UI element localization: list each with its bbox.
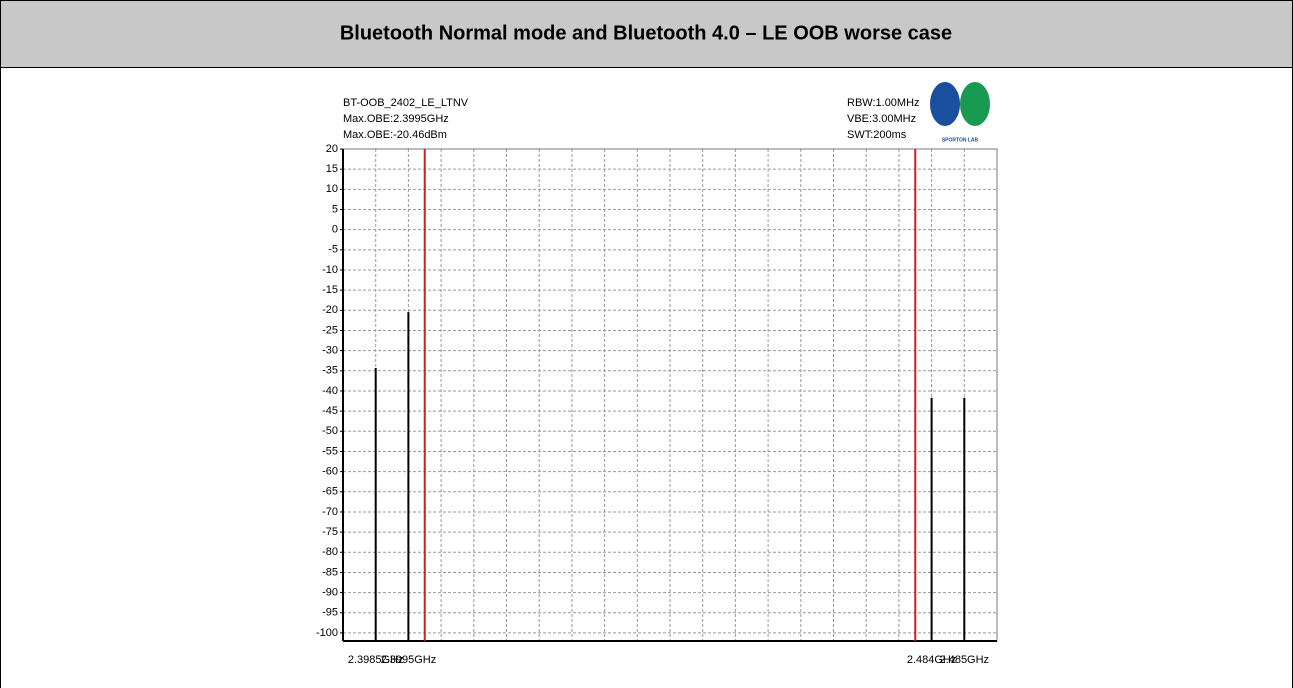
y-tick-label: -55 (322, 445, 338, 457)
logo-text: SPORTON LAB (942, 137, 979, 143)
y-tick-label: 20 (326, 143, 338, 155)
x-tick-label: 2.3985GHz (348, 654, 404, 666)
x-tick-label: 2.485GHz (940, 654, 990, 666)
page-title: Bluetooth Normal mode and Bluetooth 4.0 … (340, 22, 952, 44)
annotation: Max.OBE:-20.46dBm (343, 129, 447, 141)
y-tick-label: 5 (332, 203, 338, 215)
y-tick-label: -30 (322, 345, 338, 357)
annotation: BT-OOB_2402_LE_LTNV (343, 97, 469, 109)
y-tick-label: -25 (322, 324, 338, 336)
y-tick-label: -60 (322, 466, 338, 478)
setting: SWT:200ms (847, 129, 907, 141)
y-tick-label: -35 (322, 365, 338, 377)
setting: VBE:3.00MHz (847, 113, 916, 125)
logo-green (960, 82, 990, 126)
y-tick-label: 15 (326, 163, 338, 175)
y-tick-label: -5 (328, 244, 338, 256)
y-tick-label: -40 (322, 385, 338, 397)
y-tick-label: -10 (322, 264, 338, 276)
y-tick-label: -75 (322, 526, 338, 538)
annotation: Max.OBE:2.3995GHz (343, 113, 449, 125)
y-tick-label: -50 (322, 425, 338, 437)
y-tick-label: -20 (322, 304, 338, 316)
y-tick-label: -90 (322, 587, 338, 599)
y-tick-label: -80 (322, 546, 338, 558)
setting: RBW:1.00MHz (847, 97, 920, 109)
y-tick-label: 10 (326, 183, 338, 195)
y-tick-label: -95 (322, 607, 338, 619)
x-tick-label: 2.3995GHz (381, 654, 437, 666)
y-tick-label: -100 (316, 627, 338, 639)
y-tick-label: -70 (322, 506, 338, 518)
header-bg (1, 1, 1292, 67)
y-tick-label: -15 (322, 284, 338, 296)
y-tick-label: 0 (332, 224, 338, 236)
logo-blue (930, 82, 960, 126)
y-tick-label: -65 (322, 486, 338, 498)
y-tick-label: -85 (322, 566, 338, 578)
x-tick-label: 2.484GHz (907, 654, 957, 666)
y-tick-label: -45 (322, 405, 338, 417)
